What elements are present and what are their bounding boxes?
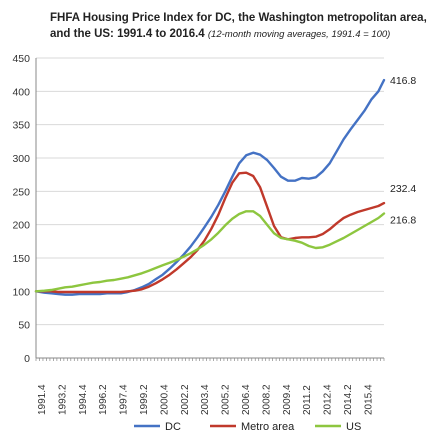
x-tick-label: 1999.2	[139, 384, 150, 415]
x-tick-label: 2009.4	[282, 384, 293, 415]
chart-subtitle: (12-month moving averages, 1991.4 = 100)	[207, 29, 391, 40]
x-tick-label: 1993.2	[57, 384, 68, 415]
x-tick-label: 2005.2	[221, 384, 232, 415]
chart-title: FHFA Housing Price Index for DC, the Was…	[50, 10, 434, 43]
x-tick-label: 2000.4	[159, 384, 170, 415]
y-tick-label: 50	[18, 320, 30, 332]
legend-label: US	[346, 421, 361, 433]
x-tick-label: 2015.4	[363, 384, 374, 415]
x-tick-label: 2006.4	[241, 384, 252, 415]
end-value-label: 216.8	[390, 214, 416, 226]
chart-title-line2: and the US: 1991.4 to 2016.4 (12-month m…	[50, 26, 434, 43]
y-tick-label: 300	[12, 153, 30, 165]
x-tick-label: 2003.4	[200, 384, 211, 415]
x-tick-label: 1994.4	[78, 384, 89, 415]
y-tick-label: 150	[12, 253, 30, 265]
series-line-dc	[34, 78, 386, 296]
y-tick-label: 350	[12, 120, 30, 132]
chart-title-line1: FHFA Housing Price Index for DC, the Was…	[50, 12, 427, 24]
series-line-metro-area	[34, 171, 386, 294]
chart-title-period: and the US: 1991.4 to 2016.4	[50, 28, 205, 40]
x-tick-label: 1996.2	[98, 384, 109, 415]
x-tick-label: 2014.2	[343, 384, 354, 415]
y-tick-label: 100	[12, 286, 30, 298]
series-line-us	[34, 210, 386, 293]
legend-label: DC	[165, 421, 181, 433]
x-tick-label: 2012.4	[323, 384, 334, 415]
end-value-label: 416.8	[390, 75, 416, 87]
y-tick-label: 400	[12, 86, 30, 98]
end-value-label: 232.4	[390, 183, 416, 195]
x-tick-label: 2002.2	[180, 384, 191, 415]
x-tick-label: 1991.4	[37, 384, 48, 415]
y-tick-label: 250	[12, 186, 30, 198]
x-tick-label: 2008.2	[261, 384, 272, 415]
x-tick-label: 1997.4	[119, 384, 130, 415]
y-tick-label: 450	[12, 53, 30, 65]
y-tick-label: 200	[12, 220, 30, 232]
legend-label: Metro area	[241, 421, 295, 433]
x-tick-label: 2011.2	[302, 385, 313, 415]
y-tick-label: 0	[24, 353, 30, 365]
